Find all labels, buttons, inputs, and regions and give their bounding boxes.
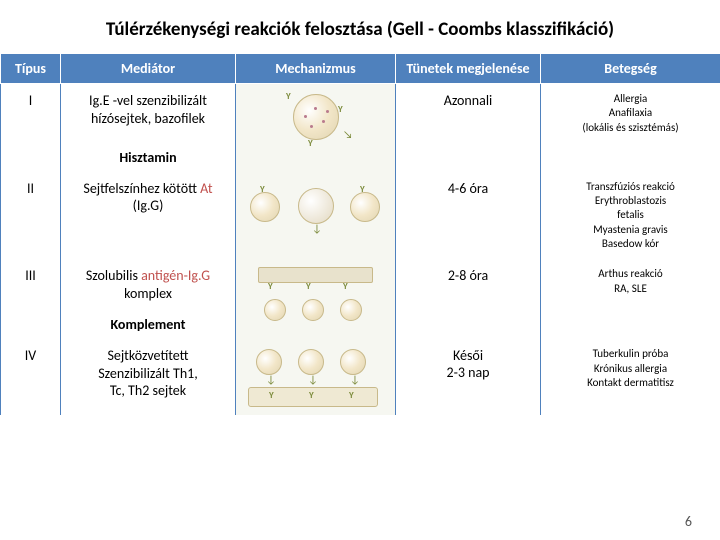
symptom-line: 2-3 nap (446, 364, 489, 381)
antigen-icon: Y (349, 390, 354, 401)
header-mechanism: Mechanizmus (236, 54, 396, 84)
cell-type: III (1, 259, 61, 310)
cell-mediator: Szolubilis antigén-Ig.G komplex (61, 259, 236, 310)
table-row: IV Sejtközvetített Szenzibilizált Th1, T… (1, 339, 720, 415)
tcell-icon (256, 349, 282, 375)
cell-disease: Allergia Anafilaxia (lokális és szisztém… (541, 84, 720, 143)
antibody-icon: Y (306, 281, 311, 292)
tissue-icon: Y Y Y (248, 387, 378, 407)
antibody-icon: Y (308, 138, 313, 149)
disease-line: Transzfúziós reakció (586, 180, 675, 193)
mediator-line: Ig.E -vel szenzibilizált (89, 92, 207, 109)
mediator-line: hízósejtek, bazofilek (91, 110, 205, 127)
cell-type: IV (1, 339, 61, 415)
phagocyte-icon (298, 188, 334, 224)
page-title: Túlérzékenységi reakciók felosztása (Gel… (0, 0, 720, 53)
header-disease: Betegség (541, 54, 720, 84)
arrow-icon: ↓ (266, 373, 276, 386)
antibody-icon: Y (338, 104, 343, 115)
empty-cell (541, 310, 720, 339)
antibody-icon: Y (286, 91, 291, 102)
cell-icon (350, 192, 380, 222)
disease-line: Allergia (614, 92, 648, 105)
cell-type: I (1, 84, 61, 143)
disease-line: Krónikus allergia (594, 362, 667, 375)
mediator-line: komplex (124, 285, 172, 302)
antibody-icon: Y (360, 184, 365, 195)
empty-cell (1, 310, 61, 339)
cell-disease: Arthus reakció RA, SLE (541, 259, 720, 310)
disease-line: fetalis (617, 208, 644, 221)
cell-symptom: 4-6 óra (396, 172, 541, 259)
arrow-icon: ↓ (350, 373, 360, 386)
table-row: II Sejtfelszínhez kötött At (Ig.G) Y Y ↓… (1, 172, 720, 259)
antibody-icon: Y (268, 281, 273, 292)
cell-symptom: Késői 2-3 nap (396, 339, 541, 415)
disease-line: Kontakt dermatitisz (587, 376, 674, 389)
mast-cell-icon (293, 94, 339, 140)
cell-disease: Transzfúziós reakció Erythroblastozis fe… (541, 172, 720, 259)
mediator-line: Sejtközvetített (107, 347, 188, 364)
mediator-line: Szenzibilizált Th1, (98, 365, 198, 382)
cell-mechanism: ↓ ↓ ↓ Y Y Y (236, 339, 396, 415)
table-row: I Ig.E -vel szenzibilizált hízósejtek, b… (1, 84, 720, 143)
cell-mechanism: Y Y Y ↘ (236, 84, 396, 172)
empty-cell (396, 143, 541, 172)
disease-line: Erythroblastozis (595, 194, 666, 207)
header-type: Típus (1, 54, 61, 84)
mediator-line: (Ig.G) (133, 197, 164, 214)
cell-mechanism: Y Y Y (236, 259, 396, 339)
symptom-line: Késői (453, 347, 483, 364)
cell-mechanism: Y Y ↓ (236, 172, 396, 259)
tcell-icon (298, 349, 324, 375)
arrow-icon: ↓ (308, 373, 318, 386)
cell-mediator: Sejtközvetített Szenzibilizált Th1, Tc, … (61, 339, 236, 415)
arrow-icon: ↘ (343, 128, 353, 141)
empty-cell (1, 143, 61, 172)
cell-symptom: Azonnali (396, 84, 541, 143)
mediator-line: Szolubilis (86, 267, 141, 284)
vessel-icon (258, 267, 373, 283)
antibody-icon: Y (260, 184, 265, 195)
cell-mediator: Ig.E -vel szenzibilizált hízósejtek, baz… (61, 84, 236, 143)
mediator-highlight: antigén-Ig.G (141, 267, 210, 284)
cell-disease: Tuberkulin próba Krónikus allergia Konta… (541, 339, 720, 415)
disease-line: Arthus reakció (598, 267, 662, 280)
empty-cell (541, 143, 720, 172)
classification-table: Típus Mediátor Mechanizmus Tünetek megje… (0, 53, 720, 415)
disease-line: RA, SLE (614, 282, 647, 295)
disease-line: (lokális és szisztémás) (582, 121, 678, 134)
neutrophil-icon (264, 299, 286, 321)
cell-mediator: Sejtfelszínhez kötött At (Ig.G) (61, 172, 236, 259)
cell-submediator: Komplement (61, 310, 236, 339)
cell-type: II (1, 172, 61, 259)
disease-line: Basedow kór (602, 237, 659, 250)
disease-line: Anafilaxia (609, 106, 652, 119)
mediator-highlight: At (200, 180, 212, 197)
mediator-line: Tc, Th2 sejtek (110, 382, 186, 399)
mediator-line: Sejtfelszínhez kötött (83, 180, 200, 197)
table-row: III Szolubilis antigén-Ig.G komplex Y Y … (1, 259, 720, 310)
cell-submediator: Hisztamin (61, 143, 236, 172)
tcell-icon (340, 349, 366, 375)
antigen-icon: Y (309, 390, 314, 401)
antibody-icon: Y (343, 281, 348, 292)
empty-cell (396, 310, 541, 339)
neutrophil-icon (302, 299, 324, 321)
antigen-icon: Y (269, 390, 274, 401)
cell-icon (250, 192, 280, 222)
arrow-icon: ↓ (312, 222, 322, 235)
disease-line: Tuberkulin próba (593, 347, 669, 360)
cell-symptom: 2-8 óra (396, 259, 541, 310)
header-symptoms: Tünetek megjelenése (396, 54, 541, 84)
disease-line: Myastenia gravis (593, 223, 667, 236)
table-header-row: Típus Mediátor Mechanizmus Tünetek megje… (1, 54, 720, 84)
header-mediator: Mediátor (61, 54, 236, 84)
page-number: 6 (685, 513, 692, 530)
neutrophil-icon (340, 299, 362, 321)
